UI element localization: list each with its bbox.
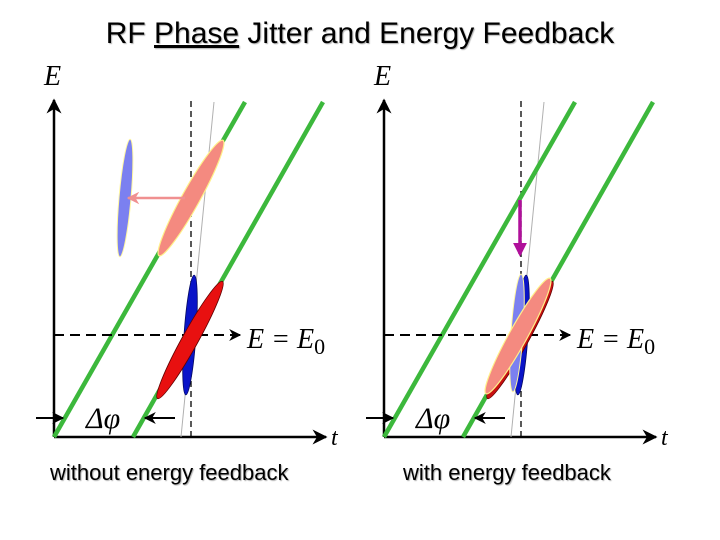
- bunch-corrected-chirped-ellipse: [484, 277, 552, 395]
- x-axis-label: t: [331, 425, 339, 451]
- bunch-chirped-ellipse: [156, 280, 224, 400]
- panel-right: E t E = E0 Δφ: [366, 61, 669, 451]
- title-suffix: Jitter and Energy Feedback: [239, 17, 615, 50]
- y-axis-label: E: [43, 61, 61, 92]
- caption-right: with energy feedback: [403, 460, 611, 485]
- y-axis-label: E: [373, 61, 391, 92]
- delta-phi-label: Δφ: [415, 402, 450, 435]
- reference-energy-label: E = E0: [576, 324, 655, 359]
- title-prefix: RF: [105, 17, 155, 50]
- reference-energy-label: E = E0: [246, 324, 325, 359]
- panel-left: E t E = E0 Δφ: [36, 61, 339, 451]
- caption-left: without energy feedback: [50, 460, 289, 485]
- delta-phi-label: Δφ: [85, 402, 120, 435]
- title-underlined-word: Phase: [154, 17, 240, 50]
- rf-wave-line-1: [382, 100, 577, 439]
- x-axis-label: t: [661, 425, 669, 451]
- bunch-shifted-chirped-ellipse: [157, 139, 225, 257]
- page-title: RF Phase Jitter and Energy Feedback: [0, 17, 720, 51]
